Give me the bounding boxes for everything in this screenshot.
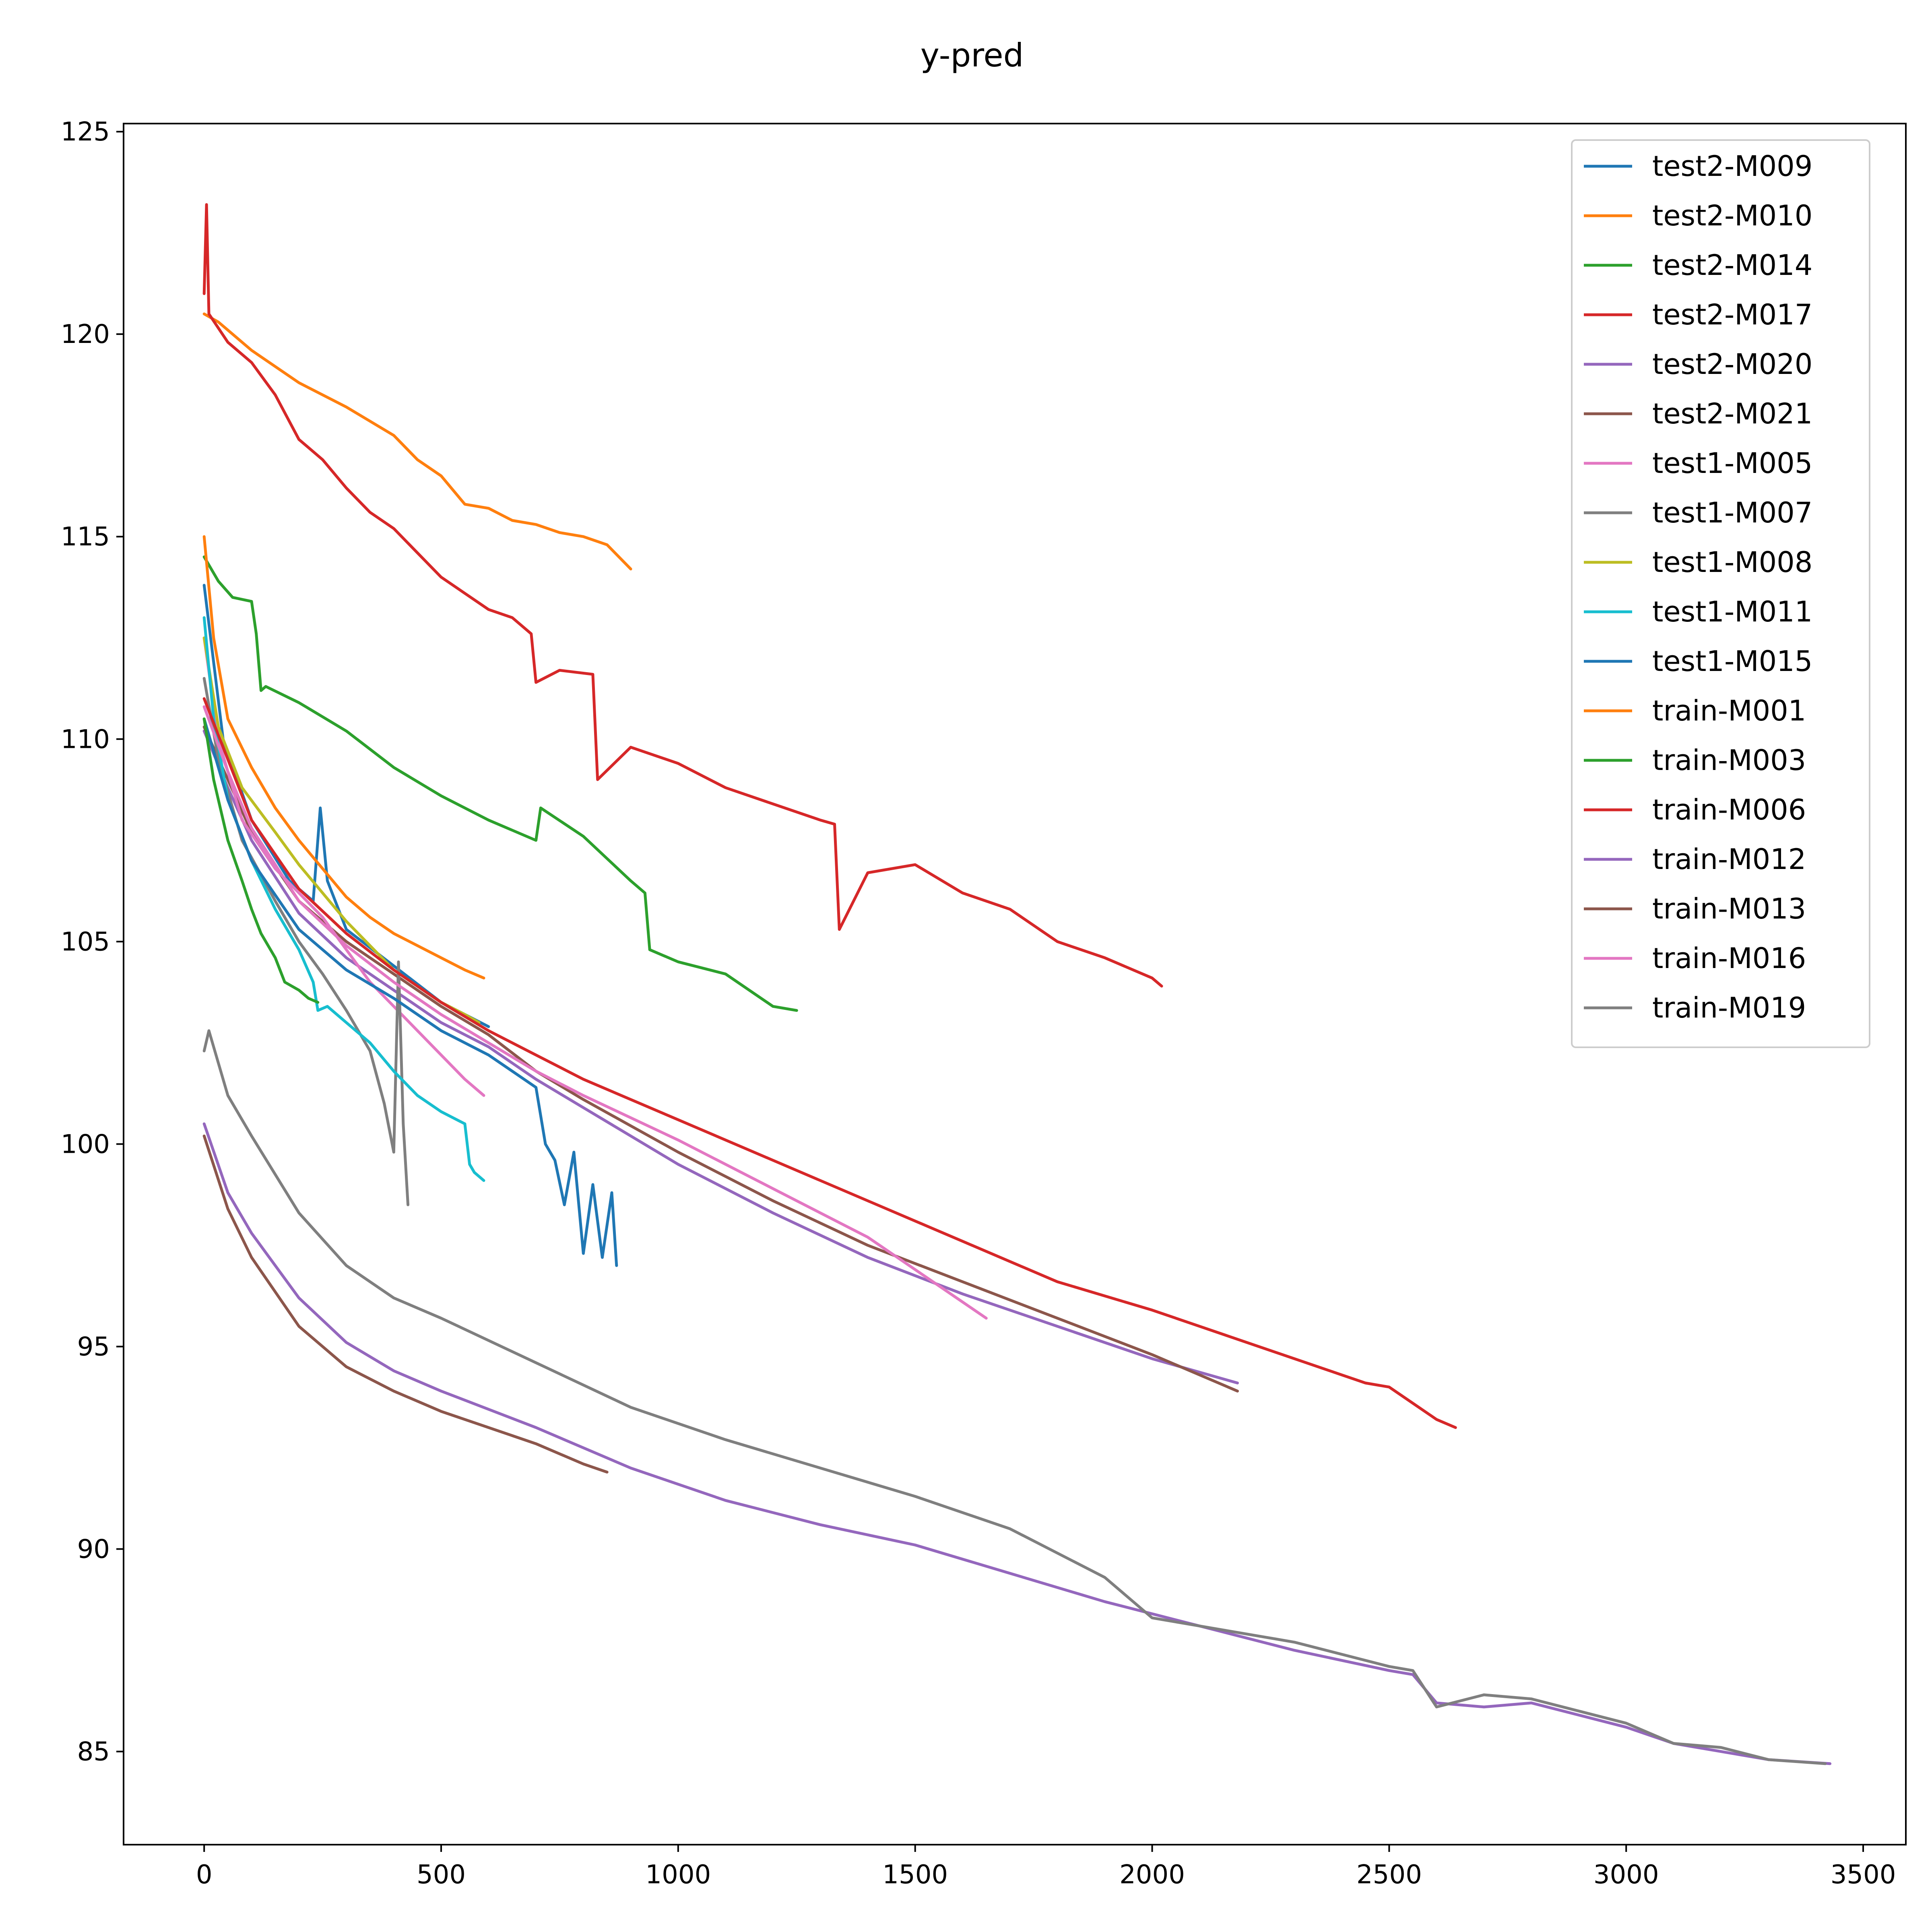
series-line-train-m001	[202, 535, 485, 980]
legend-label: test1-M011	[1652, 595, 1812, 628]
series-line-test2-m010	[202, 312, 632, 571]
x-tick-label: 2000	[1119, 1860, 1185, 1890]
y-tick-label: 105	[61, 927, 110, 957]
chart-title: y-pred	[921, 37, 1024, 74]
series-line-train-m019	[202, 1029, 1827, 1765]
x-tick-label: 0	[196, 1860, 213, 1890]
x-tick-label: 1500	[882, 1860, 948, 1890]
plot-frame	[123, 123, 1907, 1845]
legend-label: train-M016	[1652, 942, 1806, 975]
y-tick-label: 110	[61, 724, 110, 754]
legend-label: test2-M021	[1652, 397, 1812, 430]
axis-layer: 0 500 1000 1500 2000 2500 3000 3500 85 90 95 100 105…	[61, 117, 1907, 1890]
legend-box	[1571, 139, 1870, 1048]
series-layer	[202, 203, 1832, 1765]
legend-label: test1-M015	[1652, 645, 1812, 678]
series-line-test1-m007	[202, 677, 410, 1206]
series-line-train-m006	[202, 697, 1457, 1429]
legend-label: test1-M008	[1652, 546, 1812, 579]
legend-label: test1-M007	[1652, 496, 1812, 529]
series-line-test2-m014	[202, 555, 798, 1012]
y-tick-label: 115	[61, 522, 110, 552]
x-tick-label: 3500	[1831, 1860, 1896, 1890]
series-line-train-m016	[202, 705, 988, 1320]
legend-label: train-M013	[1652, 892, 1806, 925]
series-line-test1-m005	[202, 636, 485, 1097]
series-line-train-m003	[202, 717, 320, 1004]
legend-label: train-M006	[1652, 793, 1806, 826]
legend-label: test2-M010	[1652, 199, 1812, 232]
legend-label: test2-M014	[1652, 249, 1812, 282]
legend-label: test2-M017	[1652, 298, 1812, 331]
legend-label: test2-M009	[1652, 150, 1812, 183]
y-tick-label: 120	[61, 320, 110, 349]
series-line-train-m013	[202, 1134, 609, 1474]
legend-label: train-M019	[1652, 991, 1806, 1024]
y-tick-label: 90	[77, 1535, 110, 1565]
y-tick-label: 85	[77, 1737, 110, 1767]
series-line-test1-m015	[202, 717, 618, 1267]
legend-label: train-M003	[1652, 744, 1806, 777]
series-line-train-m012	[202, 1122, 1832, 1765]
series-line-test2-m017	[202, 203, 1163, 988]
y-tick-label: 125	[61, 117, 110, 147]
y-tick-label: 95	[77, 1332, 110, 1362]
x-tick-label: 500	[417, 1860, 466, 1890]
legend-label: train-M012	[1652, 843, 1806, 876]
legend-label: test2-M020	[1652, 348, 1812, 381]
x-tick-label: 2500	[1356, 1860, 1422, 1890]
x-tick-label: 1000	[645, 1860, 711, 1890]
y-tick-label: 100	[61, 1129, 110, 1159]
legend: test2-M009 test2-M010 test2-M014 test2-M017…	[1571, 139, 1870, 1048]
series-line-test2-m020	[202, 729, 1239, 1385]
legend-label: test1-M005	[1652, 447, 1812, 480]
x-tick-label: 3000	[1593, 1860, 1659, 1890]
legend-label: train-M001	[1652, 694, 1806, 727]
